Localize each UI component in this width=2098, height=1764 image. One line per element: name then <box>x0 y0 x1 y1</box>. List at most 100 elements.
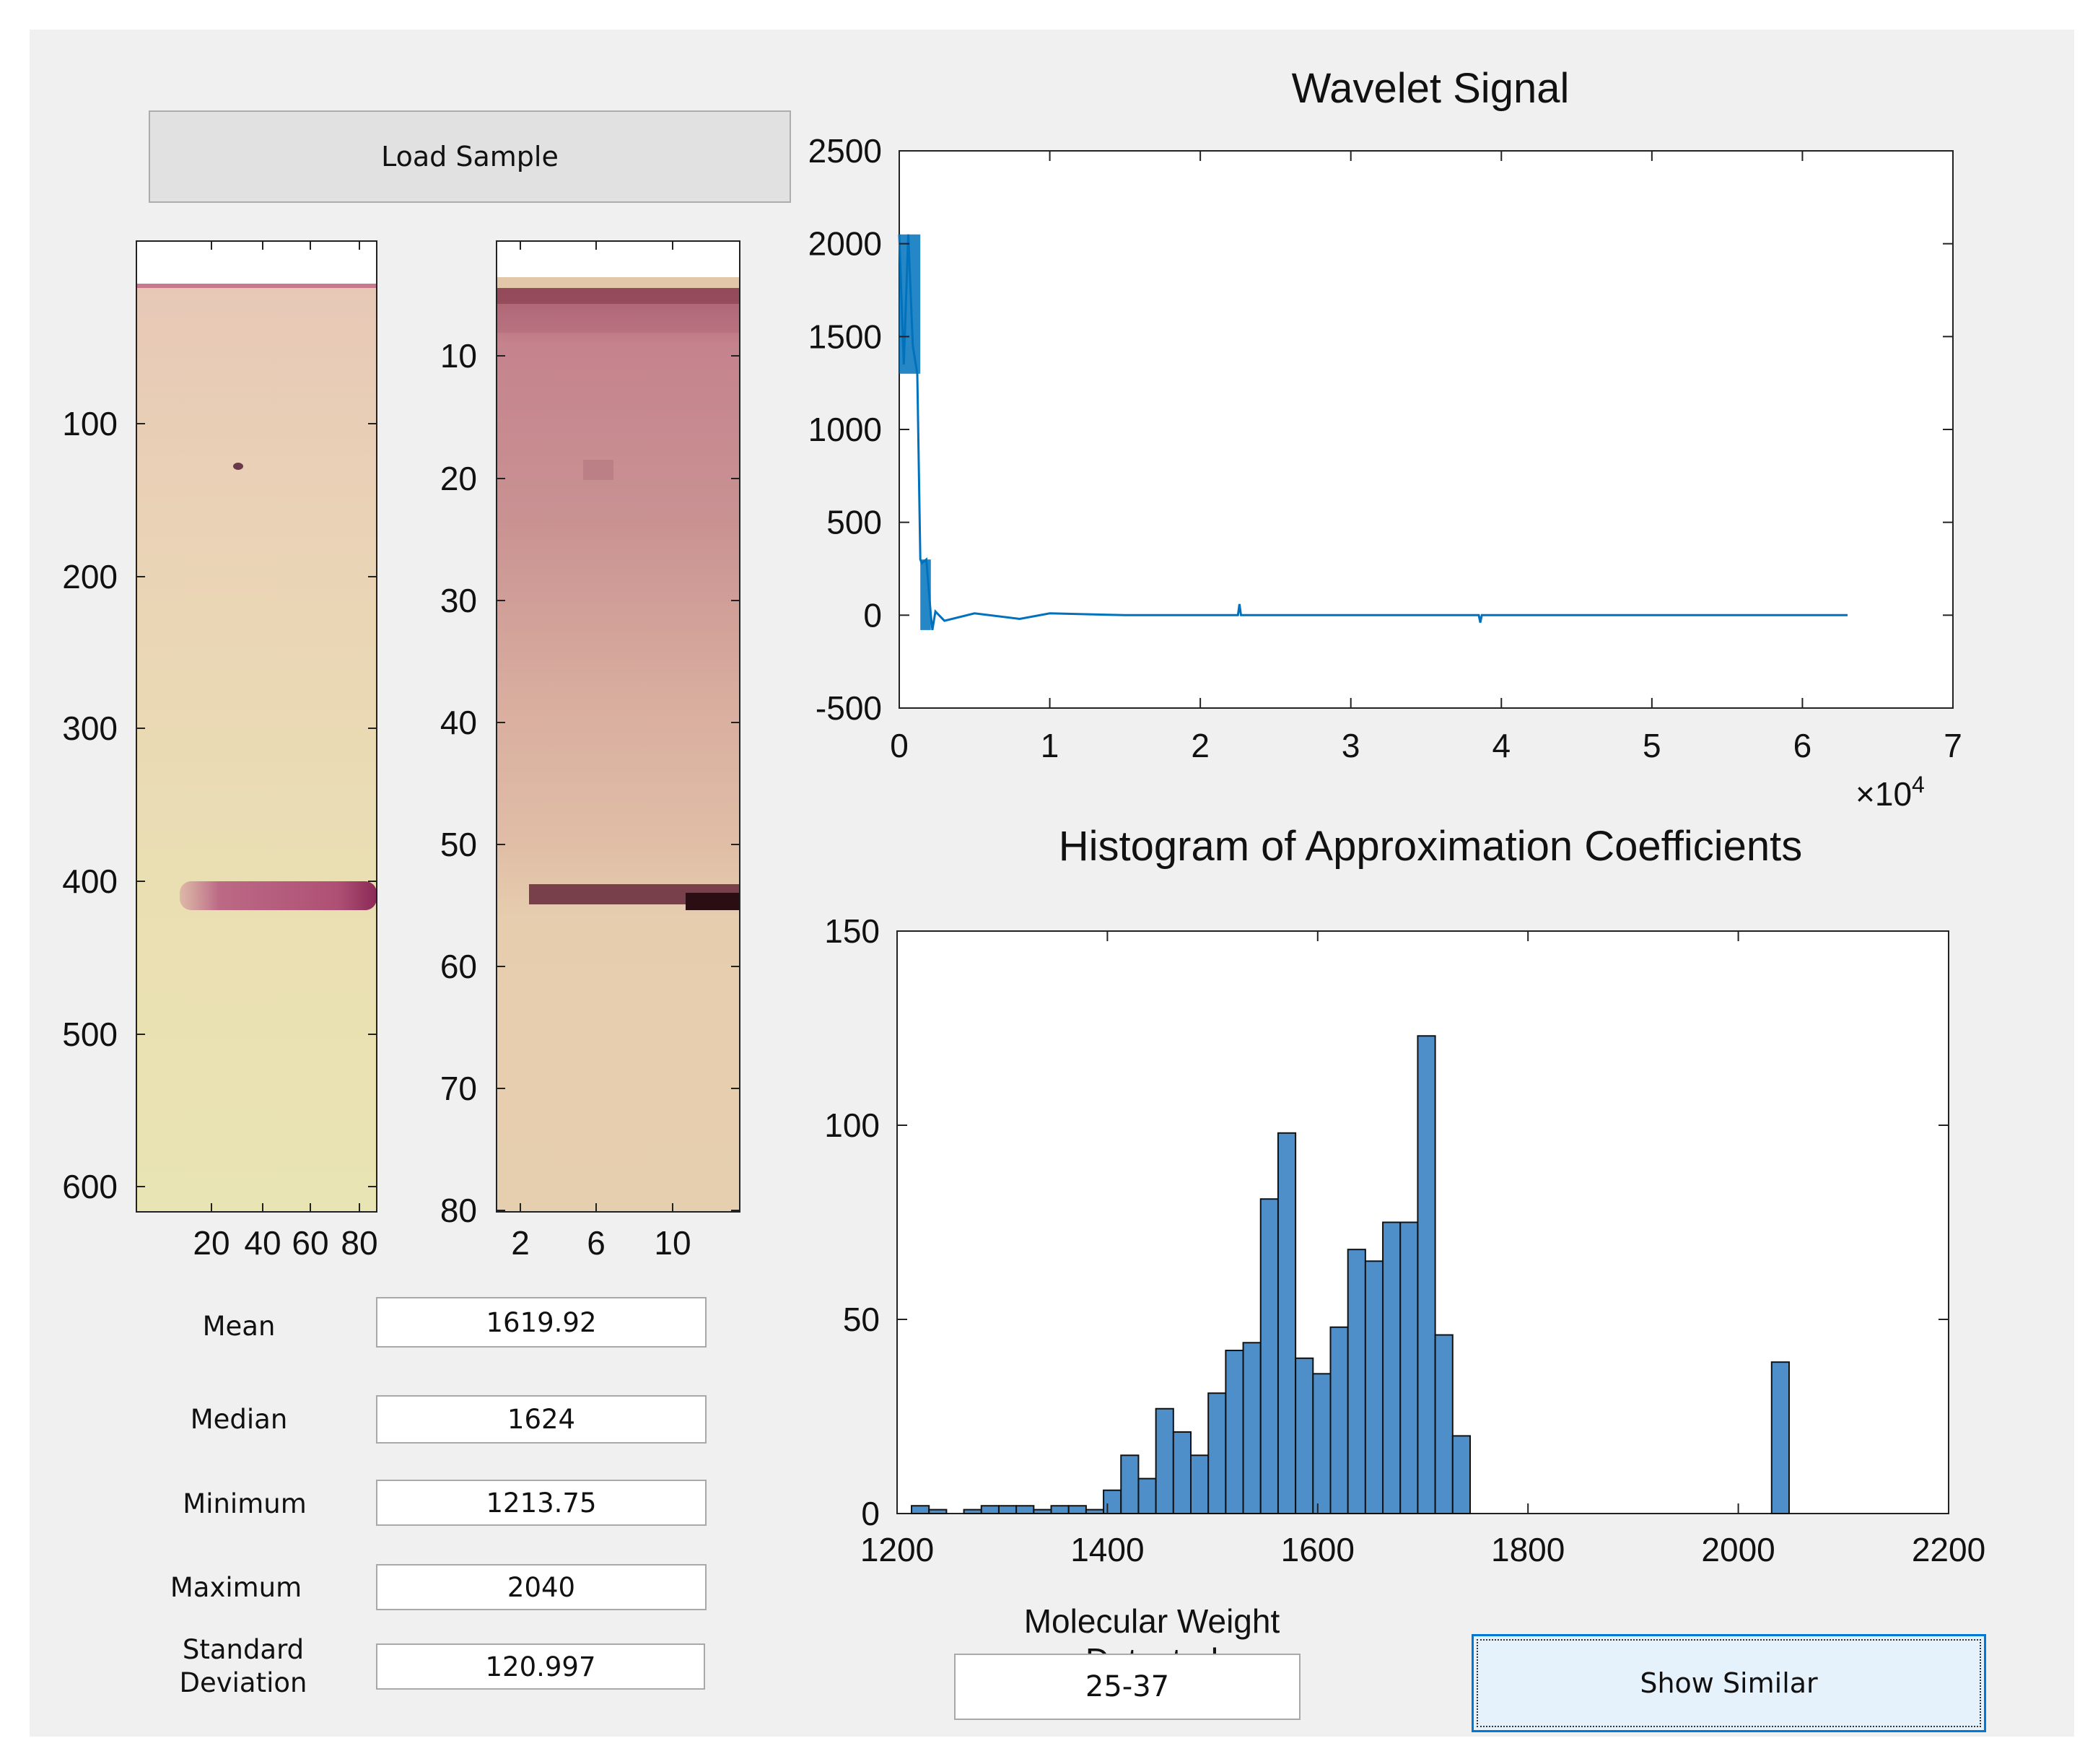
y-tick-label: -500 <box>816 689 882 727</box>
wavelet-chart-title: Wavelet Signal <box>1292 65 1570 112</box>
histogram-bar <box>1242 1342 1262 1515</box>
y-tick-label: 50 <box>440 826 477 863</box>
gel-image-full-x-axis: 20 40 60 80 <box>193 241 378 1262</box>
histogram-bar <box>1329 1326 1349 1514</box>
mean-label: Mean <box>202 1311 276 1342</box>
x-tick-label: 20 <box>193 1224 230 1262</box>
histogram-bar <box>1347 1249 1366 1515</box>
y-tick-label: 200 <box>62 558 118 595</box>
gel-image-zoom <box>496 240 740 1213</box>
x-tick-label: 1800 <box>1491 1531 1565 1568</box>
histogram-bar <box>1015 1505 1035 1514</box>
x-tick-label: 6 <box>1793 727 1812 764</box>
y-tick-label: 500 <box>62 1016 118 1053</box>
app-window: Load Sample <box>30 30 2074 1737</box>
y-tick-label: 0 <box>861 1495 880 1532</box>
y-tick-label: 50 <box>843 1301 880 1338</box>
histogram-bar <box>963 1508 982 1515</box>
y-tick-label: 100 <box>824 1106 880 1144</box>
x-tick-label: 60 <box>292 1224 328 1262</box>
median-label: Median <box>190 1404 288 1435</box>
histogram-y-axis: 150 100 50 0 <box>824 912 1949 1532</box>
mean-field[interactable]: 1619.92 <box>376 1297 707 1348</box>
x-tick-label: 40 <box>244 1224 281 1262</box>
y-tick-label: 1000 <box>808 411 882 448</box>
gel-image-full <box>136 240 377 1213</box>
y-tick-label: 1500 <box>808 318 882 355</box>
x-tick-label: 4 <box>1492 727 1511 764</box>
y-tick-label: 400 <box>62 863 118 900</box>
y-tick-label: 100 <box>62 405 118 442</box>
x-tick-label: 2 <box>1191 727 1210 764</box>
wavelet-chart-x-axis: 0 1 2 3 4 5 6 7 <box>890 151 1962 764</box>
show-similar-button[interactable]: Show Similar <box>1472 1634 1986 1732</box>
histogram-bar <box>1312 1373 1332 1514</box>
y-tick-label: 600 <box>62 1168 118 1205</box>
x-tick-label: 80 <box>341 1224 377 1262</box>
molecular-weight-field[interactable]: 25-37 <box>954 1654 1301 1720</box>
histogram-bar <box>1225 1350 1244 1515</box>
minimum-label: Minimum <box>183 1488 307 1519</box>
gel-image-zoom-x-axis: 2 6 10 <box>511 241 691 1262</box>
histogram-bar <box>1451 1435 1471 1515</box>
median-field[interactable]: 1624 <box>376 1395 707 1444</box>
histogram-bar <box>1085 1508 1105 1515</box>
histogram-bar <box>1295 1357 1314 1515</box>
histogram-bars <box>911 1035 1790 1515</box>
minimum-field[interactable]: 1213.75 <box>376 1480 707 1526</box>
y-tick-label: 30 <box>440 582 477 619</box>
maximum-field[interactable]: 2040 <box>376 1564 707 1610</box>
x-tick-label: 5 <box>1643 727 1661 764</box>
x-tick-label: 2000 <box>1701 1531 1775 1568</box>
x-tick-label: 3 <box>1342 727 1360 764</box>
histogram-bar <box>1033 1508 1052 1515</box>
x-tick-label: 1200 <box>860 1531 934 1568</box>
histogram-bar <box>1190 1454 1210 1515</box>
histogram-bar <box>1364 1260 1384 1515</box>
x-tick-label: 1400 <box>1070 1531 1144 1568</box>
wavelet-chart-x-exponent: ×104 <box>1856 772 1925 813</box>
wavelet-signal-line <box>898 234 1848 631</box>
histogram-bar <box>1137 1477 1157 1514</box>
histogram-bar <box>1770 1361 1790 1515</box>
x-tick-label: 0 <box>890 727 909 764</box>
y-tick-label: 500 <box>826 504 882 541</box>
y-tick-label: 10 <box>440 337 477 375</box>
histogram-bar <box>1382 1221 1402 1514</box>
y-tick-label: 70 <box>440 1070 477 1107</box>
histogram-bar <box>1155 1407 1174 1514</box>
y-tick-label: 20 <box>440 460 477 497</box>
x-tick-label: 10 <box>654 1224 691 1262</box>
gel-image-full-y-axis: 100 200 300 400 500 600 <box>62 405 377 1205</box>
wavelet-chart-y-axis: 2500 2000 1500 1000 500 0 -500 <box>808 132 1953 727</box>
histogram-bar <box>1172 1431 1192 1515</box>
charts-area: Wavelet Signal 25002000150010005000-500 … <box>808 65 1986 1568</box>
histogram-bar <box>1050 1505 1070 1514</box>
histogram-bar <box>980 1505 1000 1514</box>
y-tick-label: 40 <box>440 704 477 741</box>
standard-deviation-field[interactable]: 120.997 <box>376 1643 705 1690</box>
x-tick-label: 1600 <box>1281 1531 1355 1568</box>
histogram-bar <box>1399 1221 1419 1514</box>
x-tick-label: 7 <box>1944 727 1962 764</box>
x-tick-label: 1 <box>1041 727 1059 764</box>
histogram-bar <box>1103 1489 1122 1514</box>
wavelet-signal-burst <box>920 559 931 630</box>
histogram-bar <box>1207 1392 1227 1514</box>
y-tick-label: 0 <box>863 596 882 634</box>
wavelet-signal-burst <box>899 234 921 374</box>
histogram-chart-title: Histogram of Approximation Coefficients <box>1059 823 1803 870</box>
histogram-bar <box>1120 1454 1140 1515</box>
histogram-bar <box>1067 1505 1087 1514</box>
histogram-bar <box>1259 1198 1279 1514</box>
y-tick-label: 2500 <box>808 132 882 170</box>
y-tick-label: 300 <box>62 709 118 747</box>
x-tick-label: 6 <box>587 1224 606 1262</box>
x-tick-label: 2 <box>511 1224 530 1262</box>
histogram-bar <box>911 1505 930 1514</box>
histogram-bar <box>1277 1132 1297 1514</box>
load-sample-button[interactable]: Load Sample <box>149 110 791 203</box>
y-tick-label: 80 <box>440 1192 477 1229</box>
histogram-x-axis: 1200 1400 1600 1800 2000 2200 <box>860 931 1985 1568</box>
